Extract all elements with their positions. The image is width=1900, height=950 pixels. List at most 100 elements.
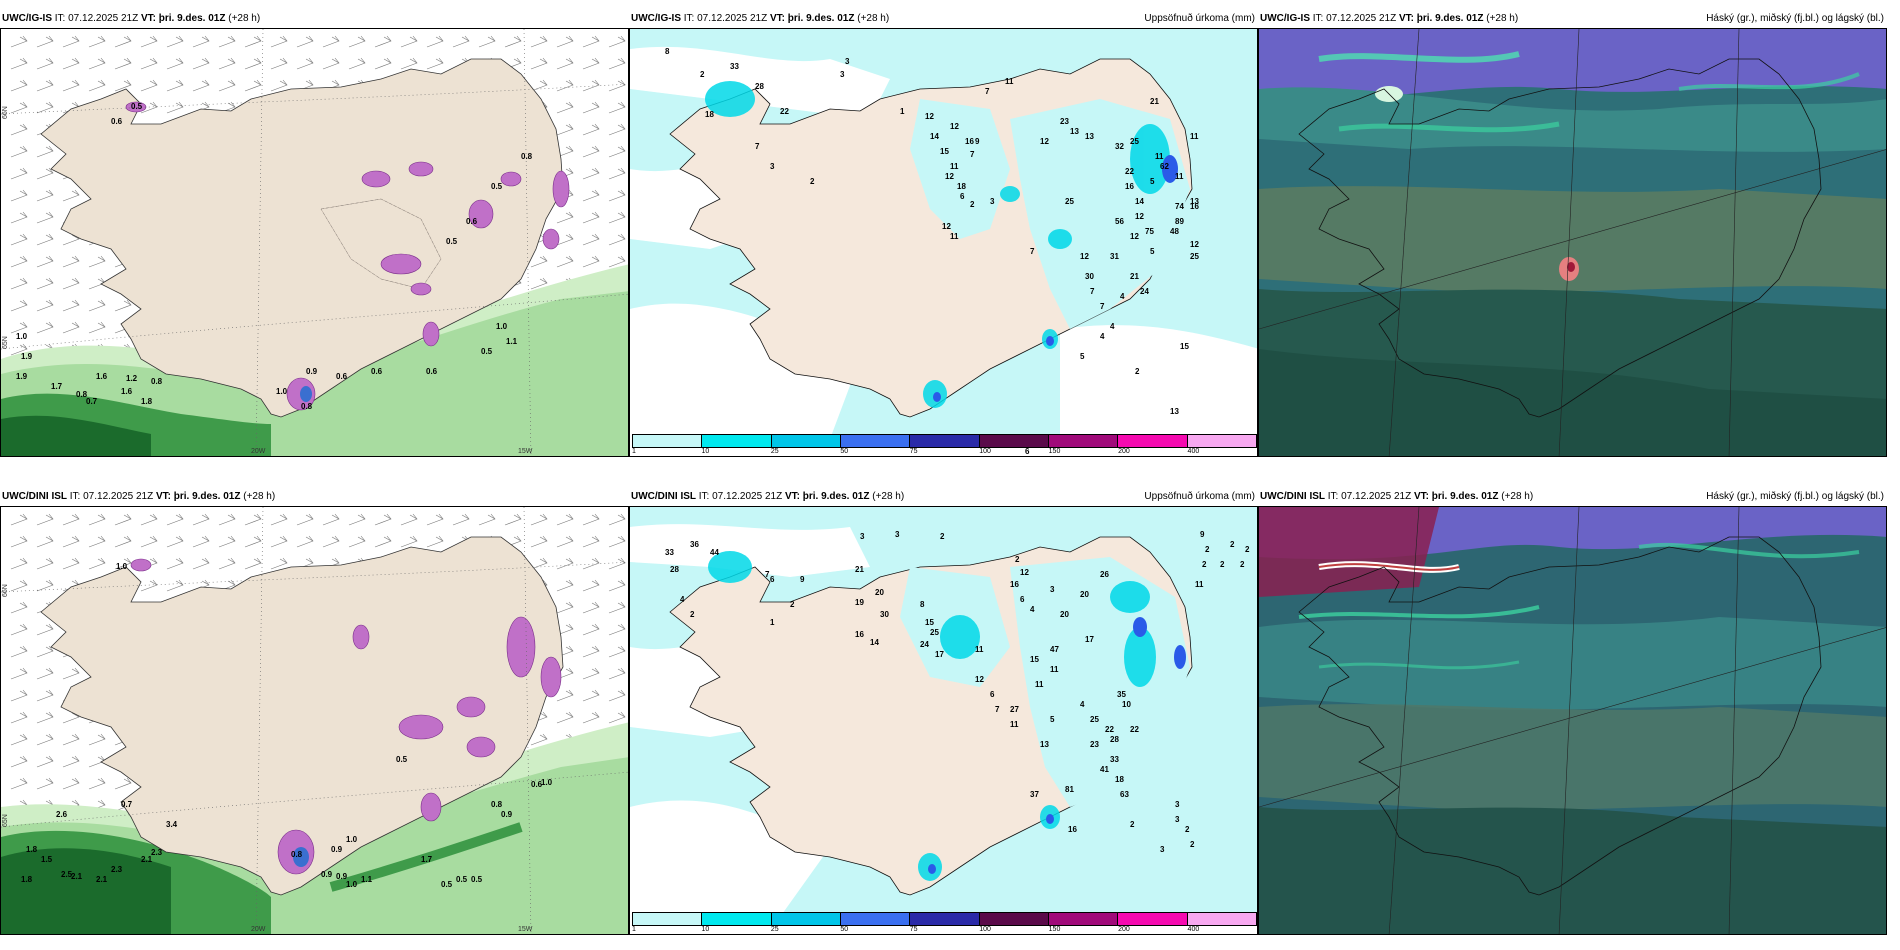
graticule	[1, 507, 628, 934]
wind-value-label: 1.8	[26, 845, 38, 854]
precip-value-label: 17	[1085, 635, 1094, 644]
wind-value-label: 1.1	[361, 875, 373, 884]
wind-barb	[608, 579, 626, 592]
wind-value-label: 0.5	[471, 875, 483, 884]
precip-value-label: 4	[1110, 322, 1115, 331]
wind-barb	[192, 79, 210, 92]
wind-value-label: 1.6	[121, 387, 133, 396]
it-label: IT:	[1312, 13, 1324, 24]
wind-value-label: 1.1	[506, 337, 518, 346]
precip-value-label: 6	[1020, 595, 1025, 604]
colorbar-swatch	[1118, 435, 1188, 447]
wind-barb	[478, 35, 496, 48]
precip-value-label: 12	[950, 122, 959, 131]
wind-barb	[608, 513, 626, 526]
wind-barb	[88, 513, 106, 526]
precip-value-label: 28	[1110, 735, 1119, 744]
colorbar-tick: 75	[909, 926, 918, 933]
precip-value-label: 20	[1080, 590, 1089, 599]
wind-map[interactable]: 66N 65N 20W 15W 1.0 0.5 2.6 0.7 3.4 1.8 1.5 2.5…	[0, 506, 629, 935]
precip-value-label: 26	[1100, 570, 1109, 579]
wind-barb	[608, 211, 626, 224]
panel-header: UWC/IG-IS IT: 07.12.2025 21Z VT: þri. 9.…	[0, 10, 629, 28]
wind-barb	[218, 513, 236, 526]
model-name: UWC/IG-IS	[2, 13, 52, 24]
wind-value-label: 0.6	[426, 367, 438, 376]
panel-header: UWC/DINI ISL IT: 07.12.2025 21Z VT: þri.…	[1258, 488, 1887, 506]
wind-barb	[36, 777, 54, 790]
wind-barb	[36, 101, 54, 114]
colorbar-swatch	[1118, 913, 1188, 925]
panel-header: UWC/DINI ISL IT: 07.12.2025 21Z VT: þri.…	[629, 488, 1258, 506]
precip-value-label: 47	[1050, 645, 1059, 654]
precip-value-label: 10	[1122, 700, 1131, 709]
precip-value-label: 1	[900, 107, 905, 116]
wind-barb	[114, 299, 132, 312]
wind-barb	[582, 689, 600, 702]
wind-barb	[556, 601, 574, 614]
wind-value-label: 2.3	[111, 865, 123, 874]
precip-value-label: 11	[1155, 152, 1164, 161]
precip-value-label: 21	[1130, 272, 1139, 281]
precip-value-label: 2	[1245, 545, 1250, 554]
wind-barb	[10, 343, 28, 356]
wind-value-label: 2.1	[71, 872, 83, 881]
precip-blobs	[125, 101, 570, 411]
lat-label-65: 65N	[2, 814, 9, 827]
colorbar-tick: 25	[770, 926, 779, 933]
it-label: IT:	[1327, 491, 1339, 502]
wind-barb	[582, 189, 600, 202]
precip-colorbar: 1 10 25 50 75 100 150 200 400	[630, 432, 1257, 456]
wind-barb	[36, 57, 54, 70]
wind-barb	[244, 35, 262, 48]
precip-value-label: 6	[770, 575, 775, 584]
wind-barb	[452, 35, 470, 48]
colorbar-tick: 150	[1048, 926, 1061, 933]
colorbar-tick: 400	[1187, 926, 1200, 933]
precip-cores	[933, 155, 1178, 402]
colorbar-swatch	[910, 435, 980, 447]
wind-barb	[36, 189, 54, 202]
precip-value-label: 5	[1050, 715, 1055, 724]
wind-barb	[36, 167, 54, 180]
wind-barb	[270, 557, 288, 570]
cloud-map[interactable]	[1258, 28, 1887, 457]
precip-value-label: 32	[1115, 142, 1124, 151]
wind-barb	[62, 557, 80, 570]
wind-panel-row2: UWC/DINI ISL IT: 07.12.2025 21Z VT: þri.…	[0, 488, 629, 935]
wind-map[interactable]: 66N 65N 20W 15W 0.6 0.5 0.8 0.5 0.6 0.5 0.6 1.0…	[0, 28, 629, 457]
wind-barb	[608, 233, 626, 246]
it-label: IT:	[698, 491, 710, 502]
precip-value-label: 12	[1040, 137, 1049, 146]
precip-value-label: 13	[1085, 132, 1094, 141]
precip-value-label: 6	[960, 192, 965, 201]
wind-barb	[36, 645, 54, 658]
wind-barb	[348, 535, 366, 548]
wind-value-label: 1.0	[276, 387, 288, 396]
wind-value-label: 2.1	[96, 875, 108, 884]
wind-barb	[62, 513, 80, 526]
wind-barb	[10, 601, 28, 614]
wind-value-label: 0.6	[531, 780, 543, 789]
model-name: UWC/DINI ISL	[2, 491, 67, 502]
wind-value-label: 1.7	[51, 382, 63, 391]
wind-barb	[218, 35, 236, 48]
it-value: 07.12.2025 21Z	[697, 13, 768, 24]
precip-value-label: 12	[1020, 568, 1029, 577]
wind-barb	[530, 255, 548, 268]
wind-value-label: 2.5	[61, 870, 73, 879]
precip-value-label: 4	[1080, 700, 1085, 709]
precip-value-label: 33	[730, 62, 739, 71]
cloud-map[interactable]	[1258, 506, 1887, 935]
precip-value-label: 12	[1080, 252, 1089, 261]
wind-barb	[88, 57, 106, 70]
wind-barb	[556, 689, 574, 702]
lon-label-20: 20W	[251, 926, 266, 933]
precip-map[interactable]: 3 3 2 33 36 44 28 7 6 4 2 2 1 9 21 20 19 30 16 14 25 24 17 8 15 1…	[629, 506, 1258, 935]
wind-value-label: 1.2	[126, 374, 138, 383]
precip-map[interactable]: 8 3 3 2 33 28 18 22 7 3 2 1 12 12 14 16 15 11 12 18 9 7 6 3 2 12 1…	[629, 28, 1258, 457]
cloud-map-svg	[1259, 507, 1886, 934]
wind-barb	[36, 145, 54, 158]
it-value: 07.12.2025 21Z	[712, 491, 783, 502]
wind-barb	[556, 535, 574, 548]
